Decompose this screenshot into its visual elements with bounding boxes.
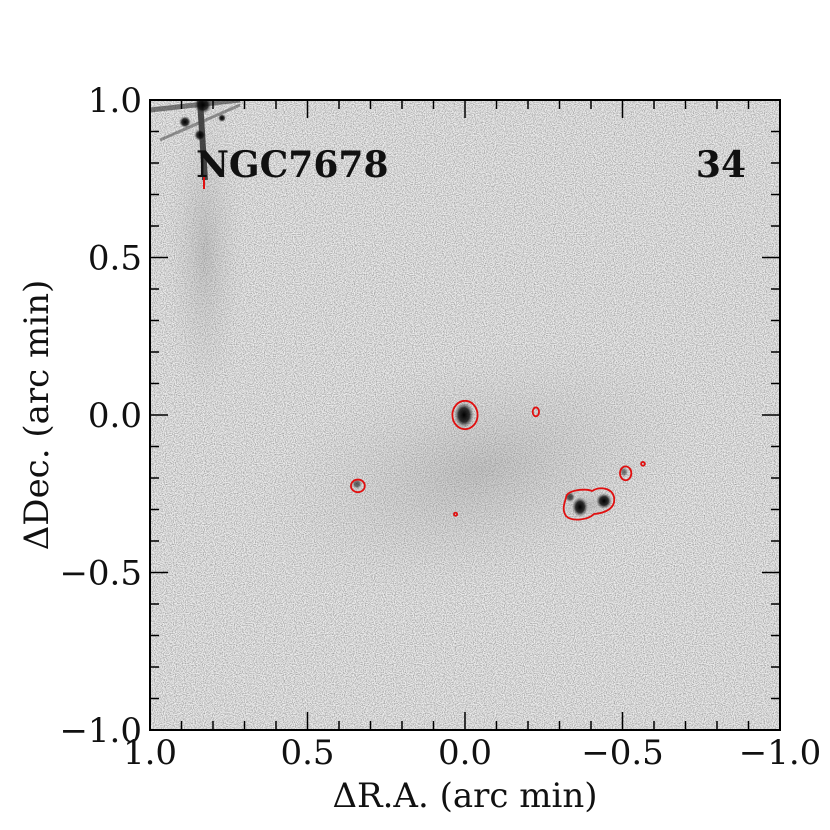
x-tick-label: 0.5 <box>280 733 334 773</box>
y-tick-label: 0.0 <box>88 396 142 436</box>
x-tick-label: −1.0 <box>739 733 822 773</box>
sky-image <box>150 100 780 730</box>
contour-small-west <box>619 465 633 482</box>
axis-ticks <box>149 99 781 731</box>
panel-number: 34 <box>696 144 746 186</box>
contour-west-complex <box>562 487 616 521</box>
axis-tick-labels: 1.0 0.5 0.0 −0.5 −1.01.00.50.0−0.5−1.0 <box>59 81 821 773</box>
contour-east-knot <box>350 478 366 494</box>
flux-contours <box>350 399 646 517</box>
y-axis-title: ΔDec. (arc min) <box>17 280 57 551</box>
y-tick-label: 1.0 <box>88 81 142 121</box>
y-tick-label: −1.0 <box>59 711 142 751</box>
contour-dot-south <box>453 511 459 517</box>
object-label: NGC7678 <box>196 144 389 186</box>
galaxy-nucleus <box>454 402 474 428</box>
bright-star-artifact <box>150 100 245 410</box>
x-tick-label: −0.5 <box>581 733 664 773</box>
contour-nucleus <box>451 399 479 431</box>
x-tick-label: 1.0 <box>123 733 177 773</box>
y-tick-label: −0.5 <box>59 554 142 594</box>
x-axis-title: ΔR.A. (arc min) <box>332 776 597 816</box>
contour-dot-west <box>640 461 646 467</box>
y-tick-label: 0.5 <box>88 239 142 279</box>
contour-small-north <box>531 406 540 418</box>
x-tick-label: 0.0 <box>438 733 492 773</box>
